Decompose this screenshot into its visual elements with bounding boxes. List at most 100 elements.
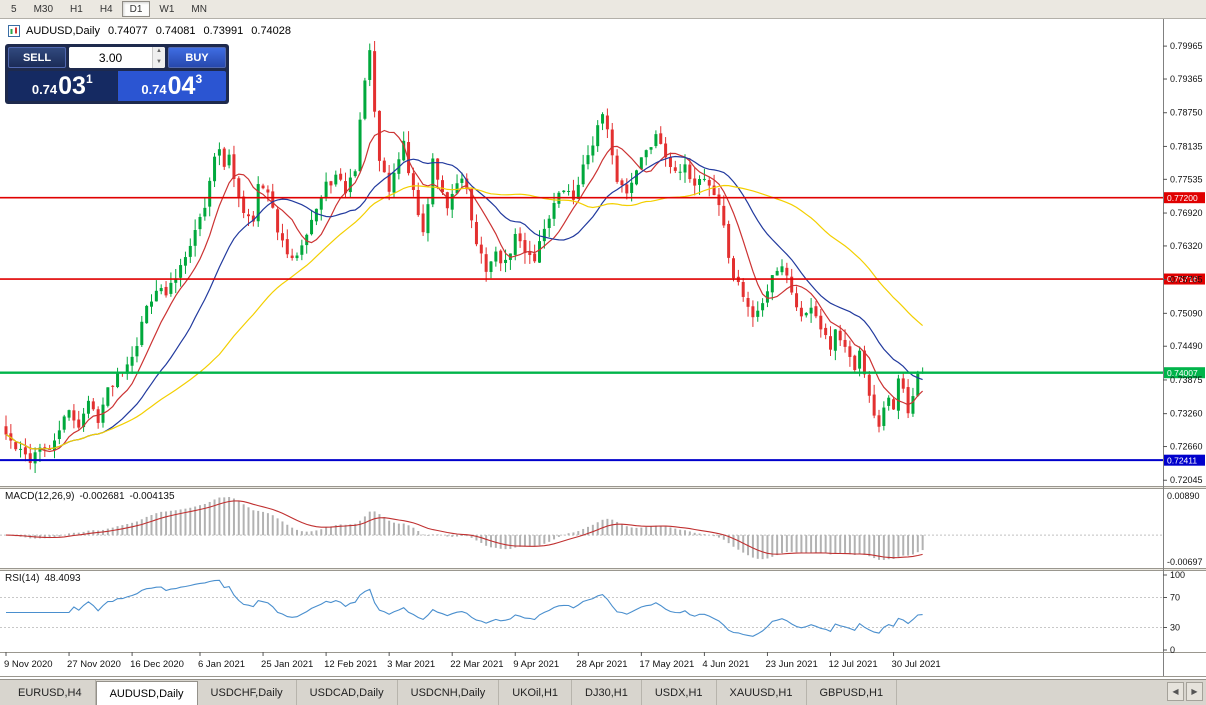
svg-text:-0.00697: -0.00697 (1167, 557, 1203, 567)
lot-spinner: ▲ ▼ (152, 47, 165, 68)
chart-tab-dj30-h1[interactable]: DJ30,H1 (572, 680, 642, 705)
svg-text:3 Mar 2021: 3 Mar 2021 (387, 659, 435, 670)
candlestick-series (4, 41, 925, 474)
macd-main-value: -0.002681 (79, 491, 125, 502)
timeframe-toolbar: 5 M30 H1 H4 D1 W1 MN (0, 0, 1206, 19)
timeframe-button-m30[interactable]: M30 (33, 3, 54, 15)
macd-name: MACD(12,26,9) (5, 491, 75, 502)
chart-tab-usdchf-daily[interactable]: USDCHF,Daily (198, 680, 297, 705)
buy-price-big: 04 (167, 72, 196, 100)
svg-text:0.76320: 0.76320 (1170, 241, 1203, 251)
svg-text:0.76920: 0.76920 (1170, 208, 1203, 218)
sell-price-quote[interactable]: 0.74 03 1 (8, 71, 117, 101)
chart-tab-usdcnh-daily[interactable]: USDCNH,Daily (398, 680, 500, 705)
svg-text:30 Jul 2021: 30 Jul 2021 (892, 659, 941, 670)
svg-text:0.78750: 0.78750 (1170, 108, 1203, 118)
chart-tab-audusd-daily[interactable]: AUDUSD,Daily (95, 681, 198, 705)
chart-header: AUDUSD,Daily 0.74077 0.74081 0.73991 0.7… (8, 25, 291, 37)
moving-average-lines (5, 129, 924, 453)
svg-text:0.73875: 0.73875 (1170, 375, 1203, 385)
svg-text:0.00890: 0.00890 (1167, 491, 1200, 501)
svg-text:0.78135: 0.78135 (1170, 141, 1203, 151)
timeframe-button-h4[interactable]: H4 (99, 3, 113, 15)
svg-text:12 Feb 2021: 12 Feb 2021 (324, 659, 377, 670)
svg-text:9 Apr 2021: 9 Apr 2021 (513, 659, 559, 670)
chart-tab-usdx-h1[interactable]: USDX,H1 (642, 680, 717, 705)
buy-button[interactable]: BUY (168, 47, 226, 68)
svg-text:70: 70 (1170, 593, 1180, 603)
lot-size-box: ▲ ▼ (69, 47, 165, 68)
lot-spinner-up-icon[interactable]: ▲ (153, 47, 165, 58)
svg-text:0.75705: 0.75705 (1170, 275, 1203, 285)
macd-panel: 0.00890 -0.00697 (0, 491, 1203, 567)
svg-text:0.72045: 0.72045 (1170, 475, 1203, 485)
svg-text:0.72411: 0.72411 (1167, 455, 1197, 465)
one-click-trading-panel: SELL ▲ ▼ BUY 0.74 03 1 0.74 04 3 (5, 44, 229, 104)
svg-text:0.72660: 0.72660 (1170, 442, 1203, 452)
price-axis: 0.79965 0.79365 0.78750 0.78135 0.77535 0.769… (1163, 41, 1203, 485)
ma-line-45 (5, 184, 923, 450)
svg-text:0.79365: 0.79365 (1170, 74, 1203, 84)
buy-price-quote[interactable]: 0.74 04 3 (117, 71, 226, 101)
svg-text:27 Nov 2020: 27 Nov 2020 (67, 659, 121, 670)
svg-text:0.75716: 0.75716 (1167, 274, 1198, 284)
tab-scroll-left-icon[interactable]: ◀ (1167, 682, 1184, 701)
bar-open-value: 0.74077 (107, 25, 148, 37)
svg-text:23 Jun 2021: 23 Jun 2021 (765, 659, 817, 670)
svg-text:4 Jun 2021: 4 Jun 2021 (702, 659, 749, 670)
chart-tab-gbpusd-h1[interactable]: GBPUSD,H1 (807, 680, 898, 705)
date-axis: 9 Nov 2020 27 Nov 2020 16 Dec 2020 6 Jan 20… (4, 652, 941, 670)
sell-price-big: 03 (58, 72, 86, 100)
svg-text:0.75090: 0.75090 (1170, 308, 1203, 318)
lot-size-input[interactable] (69, 47, 152, 68)
bar-high-value: 0.74081 (155, 25, 196, 37)
timeframe-button-5[interactable]: 5 (11, 3, 17, 15)
svg-text:100: 100 (1170, 570, 1185, 580)
sell-price-prefix: 0.74 (31, 81, 58, 97)
chart-chrome (0, 19, 1206, 677)
svg-text:0.79965: 0.79965 (1170, 41, 1203, 51)
svg-text:0: 0 (1170, 645, 1175, 655)
rsi-panel: 100 70 30 0 (0, 570, 1185, 655)
buy-price-prefix: 0.74 (141, 81, 167, 97)
lot-spinner-down-icon[interactable]: ▼ (153, 57, 165, 68)
timeframe-button-d1[interactable]: D1 (121, 1, 151, 17)
svg-text:0.74007: 0.74007 (1167, 368, 1198, 378)
svg-text:28 Apr 2021: 28 Apr 2021 (576, 659, 627, 670)
chart-tab-eurusd-h4[interactable]: EURUSD,H4 (5, 680, 96, 705)
sell-price-pip: 1 (85, 72, 93, 86)
timeframe-button-mn[interactable]: MN (191, 3, 207, 15)
chart-tab-xauusd-h1[interactable]: XAUUSD,H1 (717, 680, 807, 705)
ma-line-8 (5, 129, 924, 453)
timeframe-button-h1[interactable]: H1 (70, 3, 83, 15)
svg-text:16 Dec 2020: 16 Dec 2020 (130, 659, 184, 670)
symbol-timeframe-label: AUDUSD,Daily (26, 25, 100, 37)
bar-low-value: 0.73991 (203, 25, 244, 37)
rsi-indicator-label: RSI(14) 48.4093 (5, 573, 81, 584)
svg-text:0.74490: 0.74490 (1170, 341, 1203, 351)
svg-text:0.77535: 0.77535 (1170, 174, 1203, 184)
sell-button[interactable]: SELL (8, 47, 66, 68)
rsi-name: RSI(14) (5, 573, 40, 584)
horizontal-line-objects[interactable]: 0.77200 0.75716 0.74007 0.72411 (0, 192, 1205, 466)
svg-text:25 Jan 2021: 25 Jan 2021 (261, 659, 313, 670)
chart-icon (8, 25, 20, 37)
chart-tab-usdcad-daily[interactable]: USDCAD,Daily (297, 680, 398, 705)
chart-tab-bar: EURUSD,H4 AUDUSD,Daily USDCHF,Daily USDCAD,… (0, 679, 1206, 705)
svg-text:0.77200: 0.77200 (1167, 193, 1198, 203)
buy-price-pip: 3 (195, 72, 203, 86)
chart-tab-ukoil-h1[interactable]: UKOil,H1 (499, 680, 573, 705)
ma-line-20 (5, 155, 923, 450)
rsi-value: 48.4093 (44, 573, 81, 584)
svg-text:6 Jan 2021: 6 Jan 2021 (198, 659, 245, 670)
svg-text:0.73260: 0.73260 (1170, 409, 1203, 419)
macd-indicator-label: MACD(12,26,9) -0.002681 -0.004135 (5, 491, 175, 502)
macd-signal-value: -0.004135 (129, 491, 175, 502)
tab-scroll-right-icon[interactable]: ▶ (1186, 682, 1203, 701)
svg-text:22 Mar 2021: 22 Mar 2021 (450, 659, 503, 670)
svg-text:17 May 2021: 17 May 2021 (639, 659, 694, 670)
bar-close-value: 0.74028 (251, 25, 292, 37)
timeframe-button-w1[interactable]: W1 (159, 3, 175, 15)
